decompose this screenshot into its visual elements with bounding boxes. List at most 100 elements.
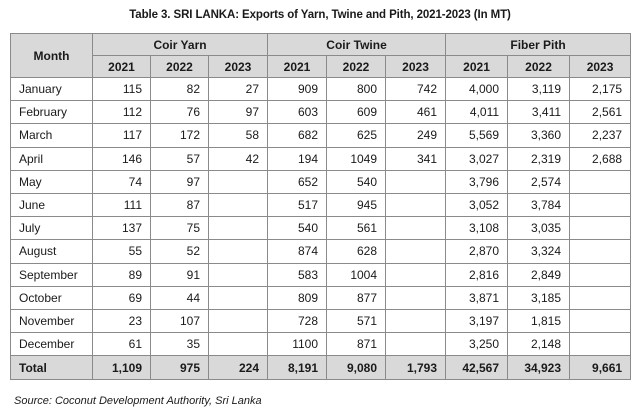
- value-cell: [569, 308, 632, 334]
- value-cell: [207, 285, 269, 310]
- total-cell: 9,661: [569, 355, 632, 381]
- value-cell: 107: [150, 308, 209, 334]
- value-cell: 561: [326, 216, 387, 241]
- value-cell: 517: [267, 192, 328, 218]
- value-cell: 2,688: [569, 146, 632, 171]
- table-row: January 115 82 27 909 800 742 4,000 3,119 2,175: [10, 76, 632, 102]
- value-cell: 117: [92, 123, 151, 148]
- value-cell: 2,175: [569, 76, 632, 102]
- value-cell: 23: [92, 308, 151, 334]
- value-cell: 800: [326, 76, 387, 102]
- value-cell: 97: [207, 100, 269, 125]
- year-header: 2023: [385, 55, 447, 78]
- value-cell: [569, 332, 632, 357]
- value-cell: 76: [150, 100, 209, 125]
- value-cell: 540: [326, 169, 387, 194]
- value-cell: 3,360: [507, 123, 571, 148]
- total-cell: 8,191: [267, 355, 328, 381]
- total-label: Total: [10, 355, 93, 381]
- value-cell: 3,411: [507, 100, 571, 125]
- value-cell: 115: [92, 76, 151, 102]
- total-cell: 9,080: [326, 355, 387, 381]
- group-header-coir-twine: Coir Twine: [267, 33, 447, 56]
- table-row: July 137 75 540 561 3,108 3,035: [10, 216, 632, 241]
- value-cell: 91: [150, 262, 209, 287]
- value-cell: [385, 308, 447, 334]
- value-cell: 4,011: [445, 100, 509, 125]
- value-cell: 625: [326, 123, 387, 148]
- value-cell: 3,250: [445, 332, 509, 357]
- value-cell: 57: [150, 146, 209, 171]
- value-cell: 172: [150, 123, 209, 148]
- table-row: November 23 107 728 571 3,197 1,815: [10, 308, 632, 334]
- month-cell: December: [10, 332, 93, 357]
- value-cell: 42: [207, 146, 269, 171]
- value-cell: 112: [92, 100, 151, 125]
- value-cell: 52: [150, 239, 209, 264]
- month-cell: May: [10, 169, 93, 194]
- table-row: May 74 97 652 540 3,796 2,574: [10, 169, 632, 194]
- value-cell: [385, 216, 447, 241]
- value-cell: [569, 192, 632, 218]
- value-cell: 728: [267, 308, 328, 334]
- month-cell: March: [10, 123, 93, 148]
- value-cell: 3,871: [445, 285, 509, 310]
- month-cell: February: [10, 100, 93, 125]
- value-cell: 55: [92, 239, 151, 264]
- table-title: Table 3. SRI LANKA: Exports of Yarn, Twi…: [129, 9, 511, 21]
- value-cell: 874: [267, 239, 328, 264]
- value-cell: 4,000: [445, 76, 509, 102]
- value-cell: 146: [92, 146, 151, 171]
- month-cell: June: [10, 192, 93, 218]
- year-header: 2021: [92, 55, 151, 78]
- exports-table: Month Coir Yarn Coir Twine Fiber Pith 20…: [10, 33, 632, 381]
- value-cell: 58: [207, 123, 269, 148]
- value-cell: 137: [92, 216, 151, 241]
- value-cell: [385, 239, 447, 264]
- value-cell: 461: [385, 100, 447, 125]
- table-row: August 55 52 874 628 2,870 3,324: [10, 239, 632, 264]
- value-cell: 27: [207, 76, 269, 102]
- value-cell: [385, 332, 447, 357]
- total-cell: 1,793: [385, 355, 447, 381]
- table-body: January 115 82 27 909 800 742 4,000 3,119 2,175 Fe…: [10, 76, 632, 357]
- value-cell: [569, 169, 632, 194]
- value-cell: 583: [267, 262, 328, 287]
- value-cell: [385, 169, 447, 194]
- value-cell: 682: [267, 123, 328, 148]
- value-cell: 603: [267, 100, 328, 125]
- value-cell: 3,796: [445, 169, 509, 194]
- year-header: 2021: [445, 55, 509, 78]
- value-cell: 82: [150, 76, 209, 102]
- month-cell: April: [10, 146, 93, 171]
- value-cell: [569, 239, 632, 264]
- year-header: 2022: [150, 55, 209, 78]
- value-cell: 3,197: [445, 308, 509, 334]
- value-cell: [569, 285, 632, 310]
- value-cell: [207, 262, 269, 287]
- value-cell: 628: [326, 239, 387, 264]
- value-cell: 571: [326, 308, 387, 334]
- total-cell: 1,109: [92, 355, 151, 381]
- value-cell: 69: [92, 285, 151, 310]
- value-cell: [207, 239, 269, 264]
- value-cell: 909: [267, 76, 328, 102]
- value-cell: 742: [385, 76, 447, 102]
- value-cell: [385, 285, 447, 310]
- value-cell: 2,870: [445, 239, 509, 264]
- value-cell: [385, 192, 447, 218]
- value-cell: 2,237: [569, 123, 632, 148]
- table-row: February 112 76 97 603 609 461 4,011 3,411 2,561: [10, 100, 632, 125]
- value-cell: [207, 169, 269, 194]
- value-cell: 89: [92, 262, 151, 287]
- month-column-header: Month: [10, 33, 93, 78]
- value-cell: 61: [92, 332, 151, 357]
- value-cell: 2,148: [507, 332, 571, 357]
- value-cell: 75: [150, 216, 209, 241]
- value-cell: 35: [150, 332, 209, 357]
- value-cell: 3,027: [445, 146, 509, 171]
- value-cell: [207, 216, 269, 241]
- total-row: Total 1,109 975 224 8,191 9,080 1,793 42…: [10, 355, 632, 381]
- value-cell: 3,784: [507, 192, 571, 218]
- value-cell: 1,815: [507, 308, 571, 334]
